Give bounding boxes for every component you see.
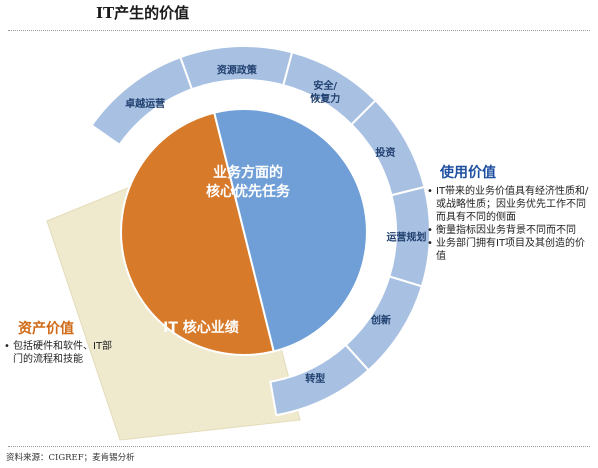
asset-value-bullet: 包括硬件和软件、IT部门的流程和技能 [4, 340, 122, 366]
use-value-bullet: 业务部门拥有IT项目及其创造的价值 [427, 237, 592, 263]
ring-segment-label: 资源政策 [217, 64, 258, 77]
use-value-list: IT带来的业务价值具有经济性质和/或战略性质；因业务优先工作不同而具有不同的侧面… [427, 185, 592, 263]
outer-ring [90, 45, 432, 417]
business-half-circle [213, 108, 368, 353]
use-value-title: 使用价值 [440, 165, 496, 181]
top-divider [8, 30, 590, 31]
ring-segment-label: 安全/ [313, 79, 337, 92]
ring-segment-label: 创新 [370, 313, 391, 326]
ring-segment-label: 恢复力 [310, 92, 340, 105]
business-priorities-line1: 业务方面的 [213, 164, 283, 181]
ring-segment-label: 卓越运营 [125, 97, 165, 110]
ring-segment-label: 投资 [375, 146, 395, 159]
business-priorities-line2: 核心优先任务 [206, 183, 291, 200]
it-core-performance: IT 核心业绩 [163, 319, 239, 336]
bottom-divider [8, 446, 590, 447]
use-value-bullet: 衡量指标因业务背景不同而不同 [427, 224, 592, 237]
ring-segment [269, 343, 370, 417]
ring-segment-label: 转型 [305, 372, 325, 385]
use-value-bullet: IT带来的业务价值具有经济性质和/或战略性质；因业务优先工作不同而具有不同的侧面 [427, 185, 592, 224]
asset-value-list: 包括硬件和软件、IT部门的流程和技能 [4, 340, 122, 366]
asset-value-title: 资产价值 [18, 321, 74, 337]
page-title: IT产生的价值 [96, 4, 190, 22]
source-note: 资料来源：CIGREF；麦肯锡分析 [6, 453, 135, 463]
ring-segment-label: 运营规划 [386, 230, 426, 243]
asset-half-circle [120, 111, 275, 356]
